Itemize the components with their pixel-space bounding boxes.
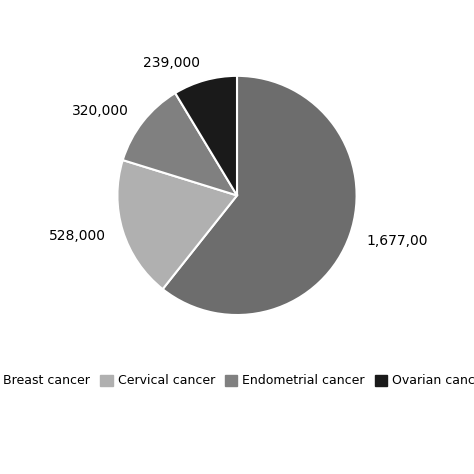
Text: 1,677,00: 1,677,00 xyxy=(367,234,428,248)
Wedge shape xyxy=(163,76,356,315)
Legend: Breast cancer, Cervical cancer, Endometrial cancer, Ovarian cancer: Breast cancer, Cervical cancer, Endometr… xyxy=(0,369,474,392)
Text: 528,000: 528,000 xyxy=(49,229,106,243)
Text: 239,000: 239,000 xyxy=(143,56,200,70)
Wedge shape xyxy=(175,76,237,195)
Text: 320,000: 320,000 xyxy=(72,104,128,118)
Wedge shape xyxy=(118,160,237,289)
Wedge shape xyxy=(123,93,237,195)
